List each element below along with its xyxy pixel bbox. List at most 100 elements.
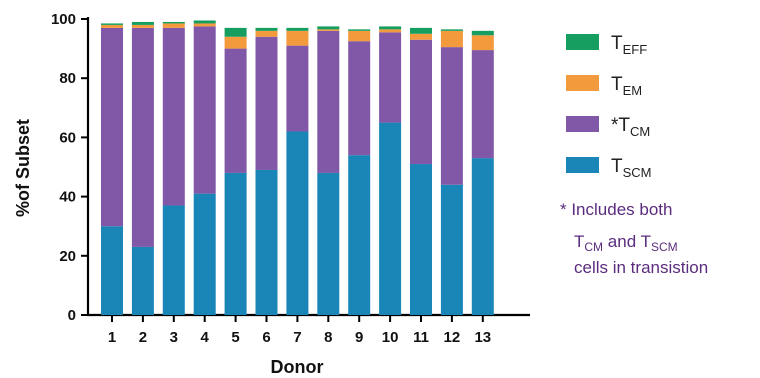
bar-stack-donor-8 — [317, 26, 340, 315]
bar-segment-tscm — [410, 164, 432, 315]
bar-stack-donor-6 — [255, 27, 278, 315]
bar-segment-teff — [224, 27, 247, 37]
x-tick-label: 1 — [108, 329, 116, 346]
legend-swatch — [566, 157, 599, 173]
bar-segment-teff — [440, 29, 463, 31]
y-axis: 0 20 40 60 80 100 — [51, 11, 90, 324]
bar-segment-tscm — [131, 246, 154, 315]
bar-segment-tem — [131, 24, 154, 28]
bar-stack-donor-2 — [131, 21, 154, 315]
bar-segment-tem — [224, 36, 247, 49]
legend-item-tscm: TSCM — [566, 156, 652, 180]
bar-stack-donor-1 — [101, 23, 123, 315]
annotation-line-3: cells in transistion — [574, 258, 708, 277]
bar-segment-tcm — [286, 45, 309, 132]
bar-stack-donor-11 — [410, 27, 432, 315]
bar-segment-tcm — [317, 30, 340, 173]
x-tick-label: 11 — [413, 329, 429, 346]
bars-group — [101, 20, 494, 315]
bar-segment-teff — [286, 27, 309, 31]
bar-stack-donor-13 — [471, 30, 494, 315]
bar-segment-tem — [193, 23, 216, 27]
bar-stack-donor-3 — [162, 21, 185, 315]
legend-swatch — [566, 116, 599, 132]
bar-segment-tscm — [286, 131, 309, 315]
bar-segment-teff — [131, 21, 154, 25]
legend-label: TEM — [611, 74, 642, 98]
bar-segment-tscm — [317, 172, 340, 315]
bar-segment-tem — [286, 30, 309, 46]
bar-segment-tem — [162, 23, 185, 28]
bar-segment-teff — [101, 23, 123, 25]
bar-segment-tcm — [379, 32, 402, 123]
legend-item-tem: TEM — [566, 74, 642, 98]
y-tick-label: 60 — [59, 129, 76, 146]
bar-segment-tcm — [224, 48, 247, 173]
bar-segment-tcm — [101, 27, 123, 227]
bar-segment-teff — [379, 26, 402, 30]
bar-stack-donor-10 — [379, 26, 402, 315]
bar-segment-teff — [317, 26, 340, 30]
bar-segment-tscm — [348, 155, 371, 315]
annotation-line-2: TCM and TSCM — [574, 232, 678, 254]
bar-stack-donor-4 — [193, 20, 216, 315]
legend-swatch — [566, 34, 599, 50]
bar-stack-donor-12 — [440, 29, 463, 315]
x-tick-label: 7 — [293, 329, 301, 346]
bar-segment-teff — [162, 21, 185, 24]
x-tick-label: 6 — [262, 329, 270, 346]
bar-segment-tem — [410, 33, 432, 40]
bar-segment-teff — [255, 27, 278, 31]
x-tick-label: 4 — [201, 329, 210, 346]
y-tick-label: 80 — [59, 70, 76, 87]
x-axis-title: Donor — [271, 357, 324, 377]
bar-stack-donor-7 — [286, 27, 309, 315]
bar-segment-tem — [255, 30, 278, 37]
legend-swatch — [566, 75, 599, 91]
bar-segment-tem — [379, 29, 402, 33]
bar-segment-tcm — [255, 36, 278, 170]
bar-segment-tcm — [348, 41, 371, 156]
annotation-sub1: CM — [584, 240, 603, 254]
annotation-t1: T — [574, 232, 584, 251]
x-tick-label: 13 — [474, 329, 491, 346]
x-tick-label: 12 — [444, 329, 461, 346]
bar-segment-tscm — [101, 226, 123, 315]
bar-segment-tscm — [224, 172, 247, 315]
legend-label: TEFF — [611, 33, 647, 57]
bar-stack-donor-9 — [348, 29, 371, 315]
y-tick-label: 20 — [59, 248, 76, 265]
bar-segment-tscm — [255, 169, 278, 315]
x-tick-label: 5 — [231, 329, 239, 346]
annotation-sub2: SCM — [651, 240, 678, 254]
bar-segment-tem — [348, 30, 371, 42]
x-tick-label: 3 — [170, 329, 178, 346]
annotation-mid: and — [603, 232, 641, 251]
bar-segment-teff — [348, 29, 371, 31]
annotation-t2: T — [641, 232, 651, 251]
y-tick-label: 40 — [59, 189, 76, 206]
bar-segment-tem — [440, 30, 463, 48]
legend-item-teff: TEFF — [566, 33, 647, 57]
bar-segment-tscm — [193, 193, 216, 315]
x-tick-label: 9 — [355, 329, 363, 346]
bar-segment-tscm — [440, 184, 463, 315]
legend-label: *TCM — [611, 115, 650, 139]
legend-label: TSCM — [611, 156, 652, 180]
bar-segment-tem — [471, 35, 494, 51]
legend-item-tcm: *TCM — [566, 115, 650, 139]
annotation-line-1: * Includes both — [560, 200, 672, 219]
x-tick-label: 2 — [139, 329, 147, 346]
bar-segment-tscm — [162, 205, 185, 315]
bar-segment-tscm — [379, 122, 402, 315]
y-tick-label: 100 — [51, 11, 76, 28]
bar-segment-tcm — [162, 27, 185, 206]
bar-segment-teff — [471, 30, 494, 36]
bar-segment-tem — [317, 29, 340, 31]
bar-segment-tcm — [471, 50, 494, 159]
legend: TEFF TEM *TCM TSCM — [566, 33, 652, 180]
bar-segment-tscm — [471, 158, 494, 315]
x-tick-label: 8 — [324, 329, 332, 346]
bar-segment-tcm — [440, 47, 463, 185]
